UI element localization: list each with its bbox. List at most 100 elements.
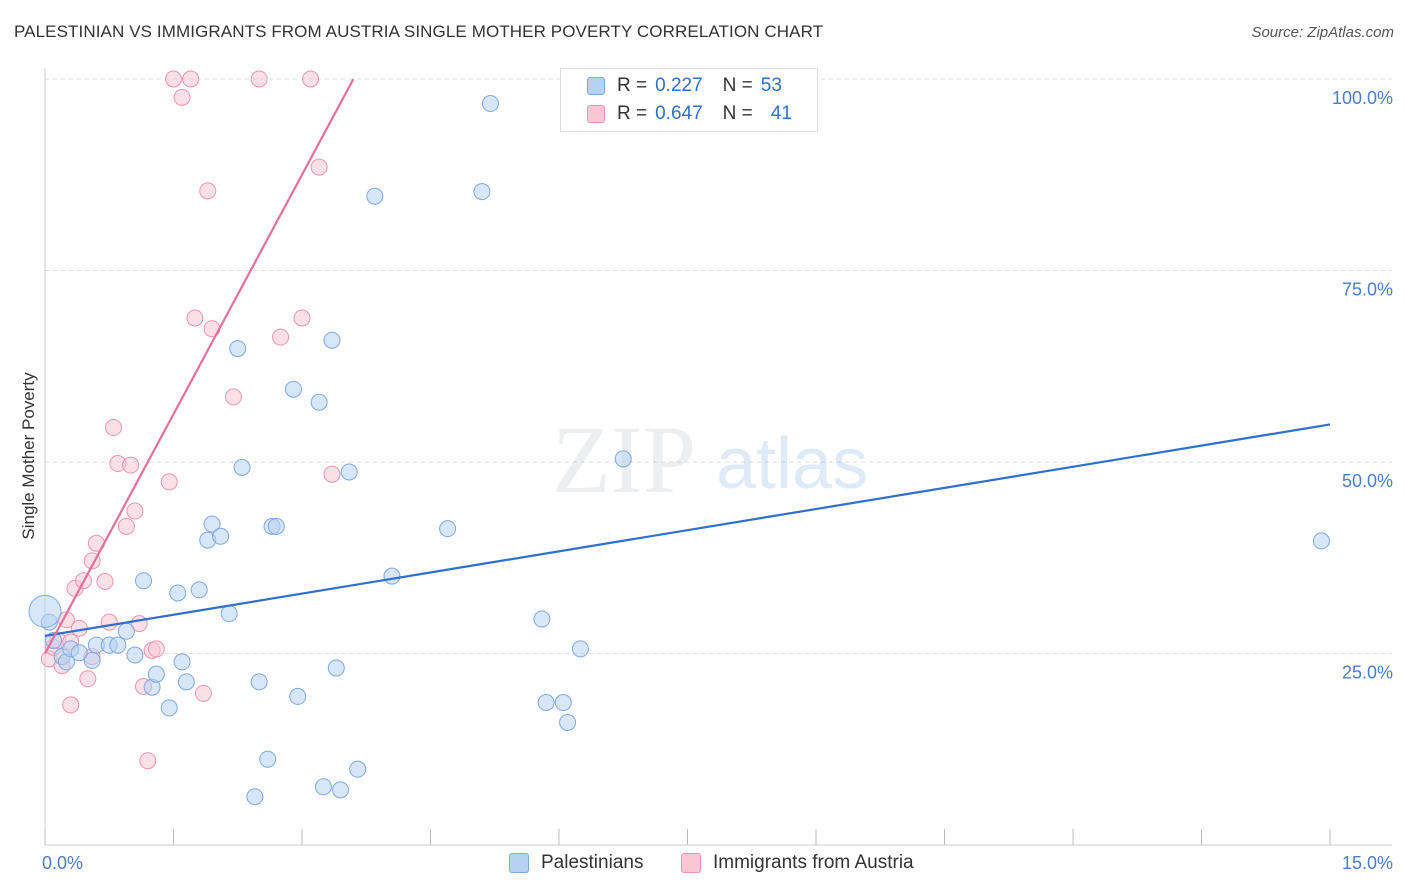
- tick-labels: 25.0% 50.0% 75.0% 100.0% 0.0% 15.0%: [42, 88, 1393, 873]
- palestinians-point: [559, 713, 577, 731]
- palestinians-point: [28, 594, 62, 628]
- palestinians-point: [259, 750, 277, 768]
- y-tick-label: 25.0%: [1342, 663, 1393, 683]
- palestinians-point: [220, 605, 238, 623]
- palestinians-point: [229, 340, 247, 358]
- palestinians-point: [323, 331, 341, 349]
- palestinians-point: [439, 520, 457, 538]
- legend-n-value: 53: [760, 75, 782, 96]
- series-palestinians-points: [28, 95, 1330, 806]
- series-legend-swatch-blue: [509, 853, 529, 873]
- palestinians-point: [481, 95, 499, 113]
- legend-n-value: 41: [770, 103, 792, 124]
- immigrants-austria-point: [62, 696, 80, 714]
- watermark-atlas: atlas: [716, 424, 868, 504]
- legend-row-immigrants-austria: R = 0.647 N = 41: [587, 101, 802, 127]
- palestinians-point: [537, 694, 555, 712]
- immigrants-austria-point: [293, 309, 311, 327]
- palestinians-point: [203, 515, 221, 533]
- palestinians-point: [135, 572, 153, 590]
- x-tick-label: 0.0%: [42, 853, 83, 873]
- watermark: ZIP atlas: [552, 406, 868, 513]
- legend-r-value: 0.647: [655, 103, 703, 124]
- immigrants-austria-point: [310, 158, 328, 176]
- y-tick-label: 100.0%: [1332, 88, 1393, 108]
- palestinians-point: [190, 581, 208, 599]
- y-tick-label: 50.0%: [1342, 471, 1393, 491]
- immigrants-austria-point: [203, 320, 221, 338]
- palestinians-point: [117, 622, 135, 640]
- immigrants-austria-point: [160, 473, 178, 491]
- palestinians-point: [83, 651, 101, 669]
- series-legend-immigrants-austria[interactable]: Immigrants from Austria: [681, 852, 914, 874]
- axes: [44, 68, 1392, 846]
- immigrants-austria-point: [302, 70, 320, 88]
- palestinians-point: [554, 694, 572, 712]
- series-legend-swatch-pink: [681, 853, 701, 873]
- palestinians-point: [109, 636, 127, 654]
- legend-swatch-blue: [587, 77, 605, 95]
- palestinians-point: [169, 584, 187, 602]
- immigrants-austria-point: [165, 70, 182, 88]
- series-legend-palestinians[interactable]: Palestinians: [509, 852, 643, 874]
- legend-r-label: R =: [617, 75, 648, 96]
- immigrants-austria-point: [96, 572, 114, 590]
- x-tick-label: 15.0%: [1342, 853, 1393, 873]
- immigrants-austria-point: [117, 517, 135, 535]
- palestinians-point: [126, 646, 144, 664]
- palestinians-point: [267, 517, 285, 535]
- immigrants-austria-point: [147, 640, 165, 658]
- immigrants-austria-trend-line: [44, 78, 355, 655]
- legend-r-label: R =: [617, 103, 648, 124]
- palestinians-point: [349, 760, 367, 778]
- palestinians-point: [212, 527, 230, 545]
- palestinians-point: [327, 659, 345, 677]
- immigrants-austria-point: [105, 419, 123, 437]
- series-legend: Palestinians Immigrants from Austria: [0, 852, 1406, 878]
- palestinians-point: [571, 640, 589, 658]
- correlation-legend: R = 0.227 N = 53 R = 0.647 N = 41: [560, 68, 818, 132]
- palestinians-point: [160, 699, 178, 717]
- gridlines: [45, 78, 1392, 654]
- immigrants-austria-point: [323, 465, 341, 483]
- immigrants-austria-point: [272, 328, 290, 346]
- palestinians-point: [340, 463, 358, 481]
- immigrants-austria-point: [182, 70, 200, 88]
- series-legend-label: Immigrants from Austria: [713, 852, 914, 873]
- chart-title: PALESTINIAN VS IMMIGRANTS FROM AUSTRIA S…: [14, 22, 824, 41]
- palestinians-point: [332, 781, 350, 799]
- palestinians-point: [177, 673, 195, 691]
- y-tick-label: 75.0%: [1342, 280, 1393, 300]
- palestinians-point: [473, 183, 491, 201]
- palestinians-point: [289, 687, 307, 705]
- legend-r-value: 0.227: [655, 75, 703, 96]
- palestinians-point: [173, 653, 191, 671]
- palestinians-point: [233, 458, 251, 476]
- palestinians-point: [310, 393, 328, 411]
- legend-n-label: N =: [722, 75, 753, 96]
- y-axis-label: Single Mother Poverty: [19, 372, 38, 540]
- palestinians-point: [250, 673, 268, 691]
- legend-n-label: N =: [722, 103, 753, 124]
- trend-lines: [44, 78, 1331, 655]
- palestinians-point: [284, 380, 302, 398]
- immigrants-austria-point: [100, 613, 118, 631]
- immigrants-austria-point: [199, 182, 217, 200]
- immigrants-austria-point: [139, 752, 157, 770]
- palestinians-point: [70, 644, 88, 662]
- palestinians-point: [147, 665, 165, 683]
- palestinians-trend-line: [44, 423, 1331, 637]
- palestinians-point: [246, 788, 264, 806]
- immigrants-austria-point: [126, 502, 144, 520]
- immigrants-austria-point: [186, 309, 204, 327]
- immigrants-austria-point: [122, 456, 140, 474]
- source-label: Source: ZipAtlas.com: [1251, 24, 1394, 41]
- palestinians-point: [314, 778, 332, 796]
- series-legend-label: Palestinians: [541, 852, 644, 873]
- palestinians-point: [366, 187, 384, 205]
- immigrants-austria-point: [224, 388, 242, 406]
- immigrants-austria-point: [79, 670, 97, 688]
- legend-swatch-pink: [587, 105, 605, 123]
- immigrants-austria-point: [173, 88, 191, 106]
